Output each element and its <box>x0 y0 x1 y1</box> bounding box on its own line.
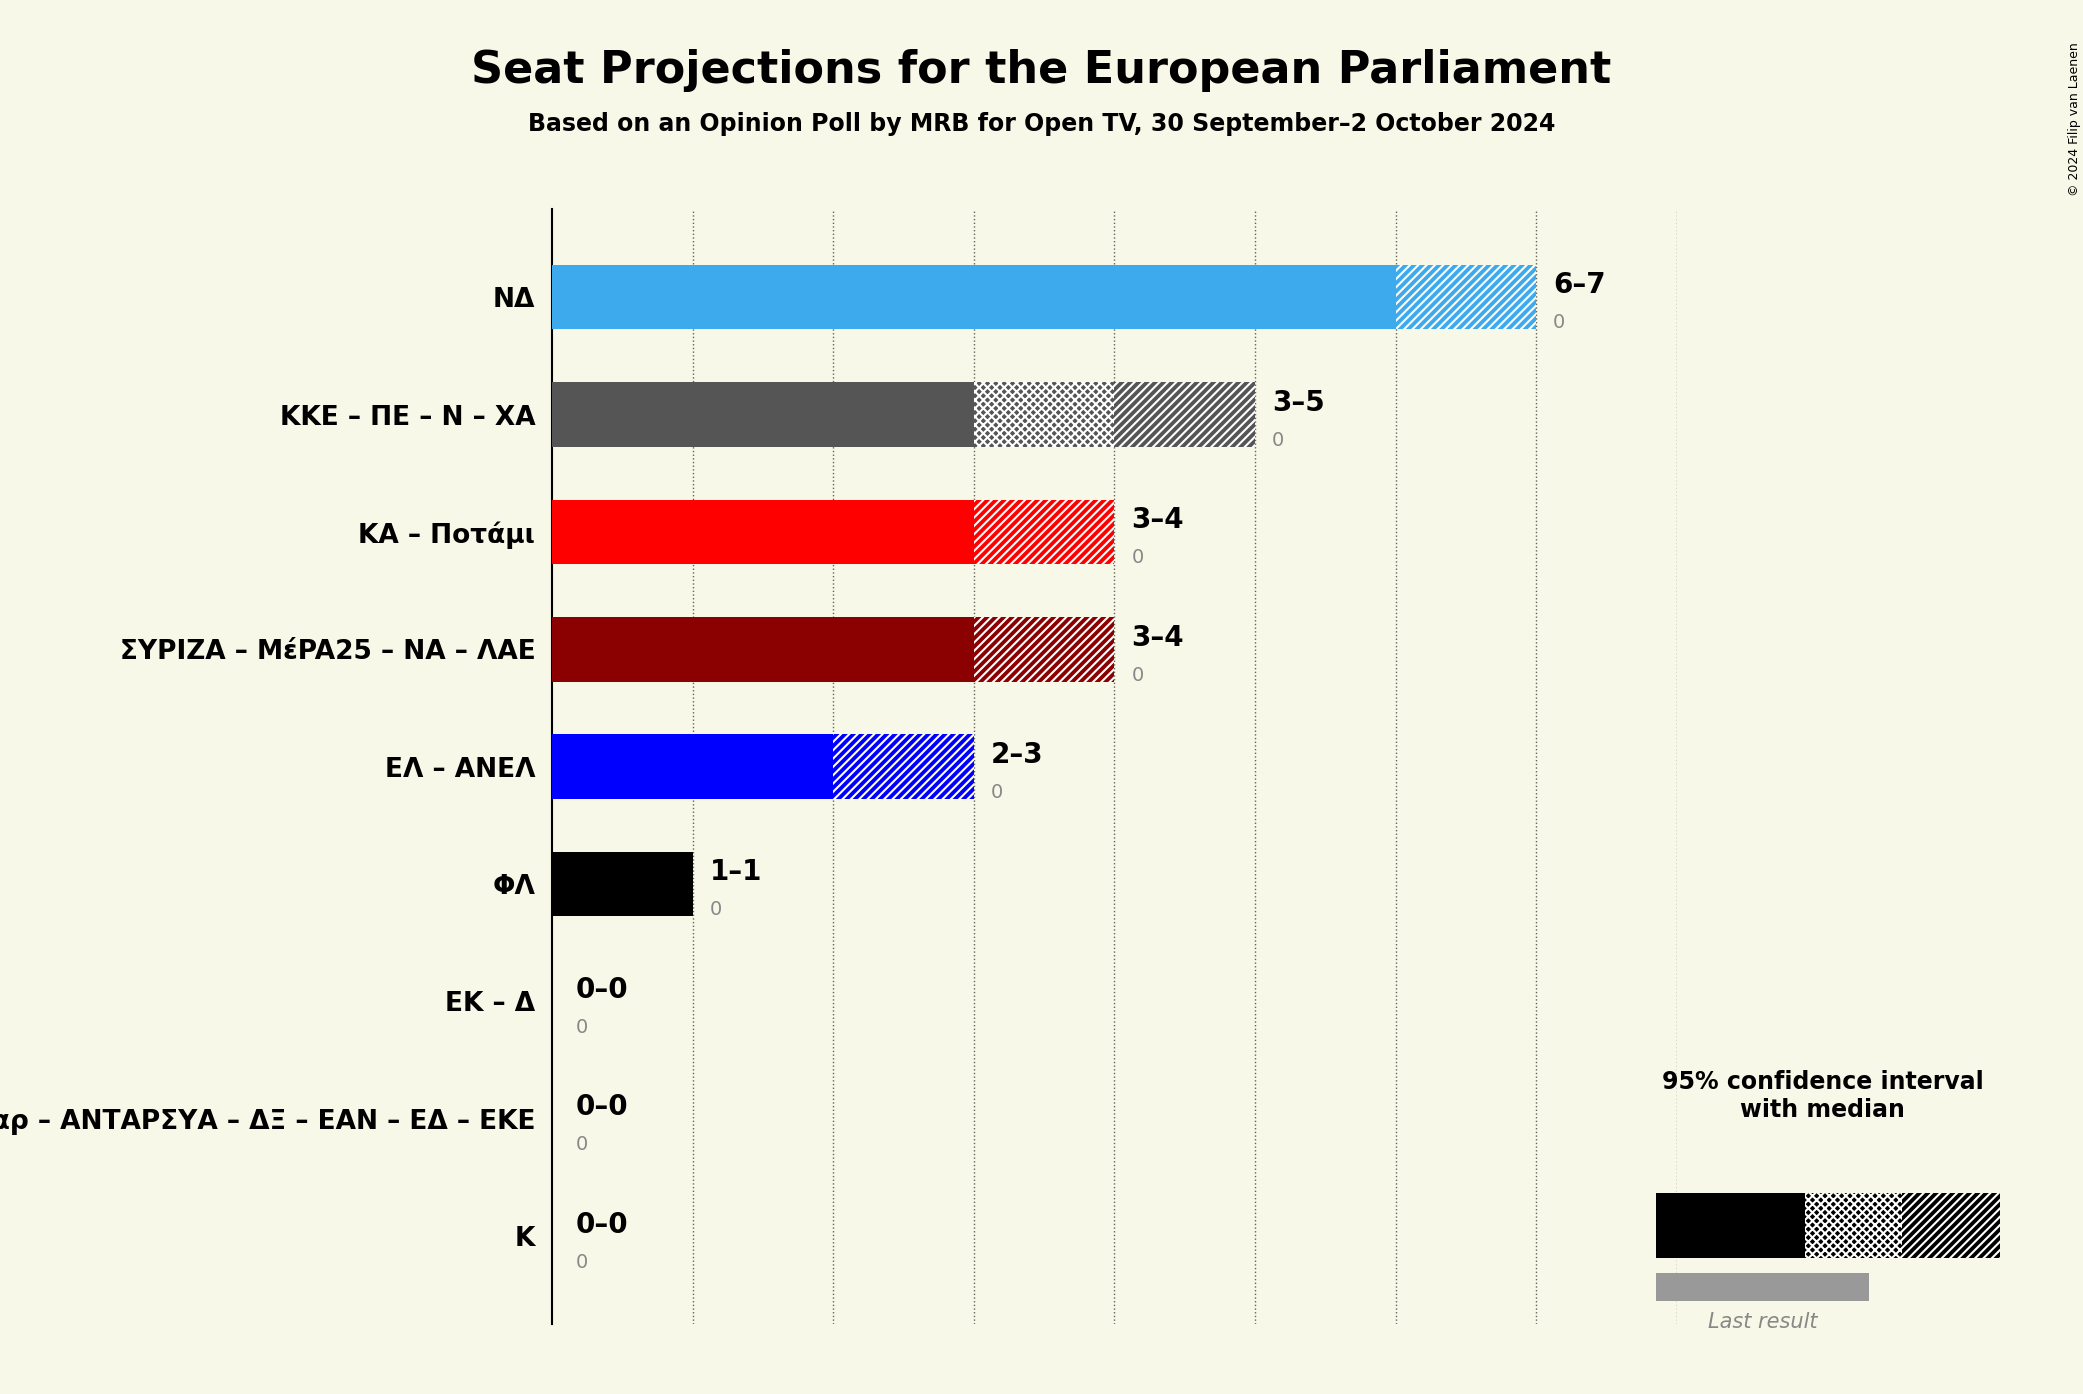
Bar <box>973 618 1114 682</box>
Bar <box>973 382 1114 447</box>
Bar <box>973 382 1114 447</box>
Bar <box>1396 265 1537 329</box>
Text: 0: 0 <box>992 783 1002 802</box>
Text: 3–5: 3–5 <box>1273 389 1325 417</box>
Bar <box>552 382 973 447</box>
Text: Seat Projections for the European Parliament: Seat Projections for the European Parlia… <box>471 49 1612 92</box>
Bar <box>1902 1193 2000 1257</box>
Text: 2–3: 2–3 <box>992 742 1044 769</box>
Text: 1–1: 1–1 <box>710 859 762 887</box>
Bar <box>552 499 973 565</box>
Bar <box>552 735 833 799</box>
Bar <box>1656 1193 1804 1257</box>
Bar <box>552 265 1396 329</box>
Text: © 2024 Filip van Laenen: © 2024 Filip van Laenen <box>2068 42 2081 195</box>
Text: 0–0: 0–0 <box>575 976 629 1004</box>
Text: 0: 0 <box>575 1135 587 1154</box>
Text: 0: 0 <box>1554 314 1564 332</box>
Bar <box>1114 382 1254 447</box>
Text: Based on an Opinion Poll by MRB for Open TV, 30 September–2 October 2024: Based on an Opinion Poll by MRB for Open… <box>527 112 1556 135</box>
Bar <box>1902 1193 2000 1257</box>
Bar <box>1804 1193 1902 1257</box>
Text: 3–4: 3–4 <box>1131 623 1183 651</box>
Bar <box>1804 1193 1902 1257</box>
Bar <box>552 852 692 916</box>
Bar <box>973 618 1114 682</box>
Text: 0–0: 0–0 <box>575 1093 629 1121</box>
Bar <box>973 499 1114 565</box>
Bar <box>1396 265 1537 329</box>
Text: 0: 0 <box>1131 548 1144 567</box>
Text: 0: 0 <box>1131 666 1144 684</box>
Text: 0: 0 <box>575 1018 587 1037</box>
Text: 6–7: 6–7 <box>1554 272 1606 300</box>
Text: 0: 0 <box>1273 431 1283 450</box>
Bar <box>833 735 973 799</box>
Text: 0–0: 0–0 <box>575 1210 629 1238</box>
Text: 0: 0 <box>575 1253 587 1271</box>
Text: 0: 0 <box>710 901 721 920</box>
Bar <box>1114 382 1254 447</box>
Bar <box>973 499 1114 565</box>
Text: 3–4: 3–4 <box>1131 506 1183 534</box>
Bar <box>552 618 973 682</box>
Text: 95% confidence interval
with median: 95% confidence interval with median <box>1662 1071 1983 1122</box>
Bar <box>833 735 973 799</box>
Text: Last result: Last result <box>1708 1312 1816 1331</box>
